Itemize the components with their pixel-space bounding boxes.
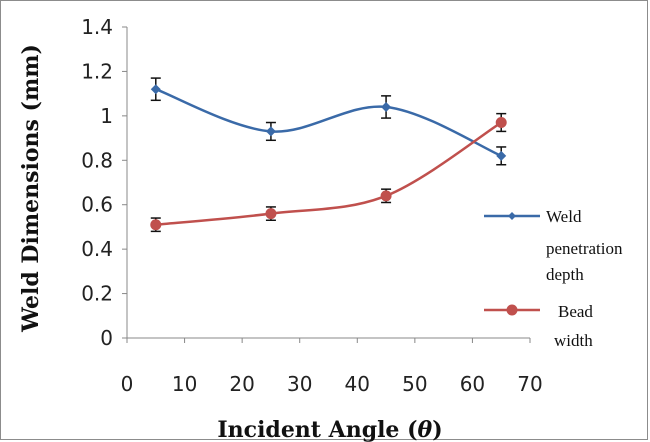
series-1 — [150, 77, 507, 166]
axes: 0 0.2 0.4 0.6 0.8 1 1.2 1.4 0 10 20 30 40 50 60 70 — [81, 15, 543, 396]
y-tick-label: 1.4 — [81, 15, 113, 39]
y-axis-title: Weld Dimensions (mm) — [18, 44, 44, 333]
y-tick-label: 0.6 — [81, 193, 113, 217]
legend-label-line-2: penetration — [546, 239, 623, 258]
x-tick-label: 10 — [172, 372, 197, 396]
x-tick-label: 60 — [460, 372, 485, 396]
x-tick-label: 50 — [402, 372, 427, 396]
legend-label-line-2: width — [554, 331, 593, 350]
legend-label-line-3: depth — [546, 265, 584, 284]
data-point — [265, 208, 277, 220]
legend-item-penetration: Weld penetration depth — [484, 207, 623, 284]
legend: Weld penetration depth Bead width — [484, 207, 623, 350]
x-tick-label: 70 — [517, 372, 542, 396]
x-tick-label: 40 — [345, 372, 370, 396]
x-tick-label: 20 — [229, 372, 254, 396]
data-point — [495, 117, 507, 129]
data-point — [265, 126, 276, 137]
legend-circle-marker — [506, 304, 518, 316]
legend-label-line-1: Weld — [546, 207, 582, 226]
data-point — [381, 101, 392, 112]
y-tick-label: 0.4 — [81, 237, 113, 261]
legend-label-line-1: Bead — [558, 302, 593, 321]
x-tick-label: 0 — [121, 372, 134, 396]
series-line — [155, 88, 502, 157]
legend-item-bead-width: Bead width — [484, 302, 593, 350]
x-tick-label: 30 — [287, 372, 312, 396]
data-point — [496, 150, 507, 161]
y-tick-label: 0.8 — [81, 148, 113, 172]
y-tick-label: 0 — [100, 326, 113, 350]
data-point — [380, 190, 392, 202]
series-line — [155, 121, 502, 226]
y-tick-label: 1 — [100, 104, 113, 128]
data-point — [150, 84, 161, 95]
y-tick-label: 0.2 — [81, 282, 113, 306]
legend-diamond-marker — [508, 212, 516, 220]
x-axis-title: Incident Angle (θ) — [217, 417, 442, 442]
series-2 — [150, 112, 507, 233]
series-layer — [150, 77, 507, 233]
y-tick-label: 1.2 — [81, 59, 113, 83]
data-point — [150, 219, 162, 231]
